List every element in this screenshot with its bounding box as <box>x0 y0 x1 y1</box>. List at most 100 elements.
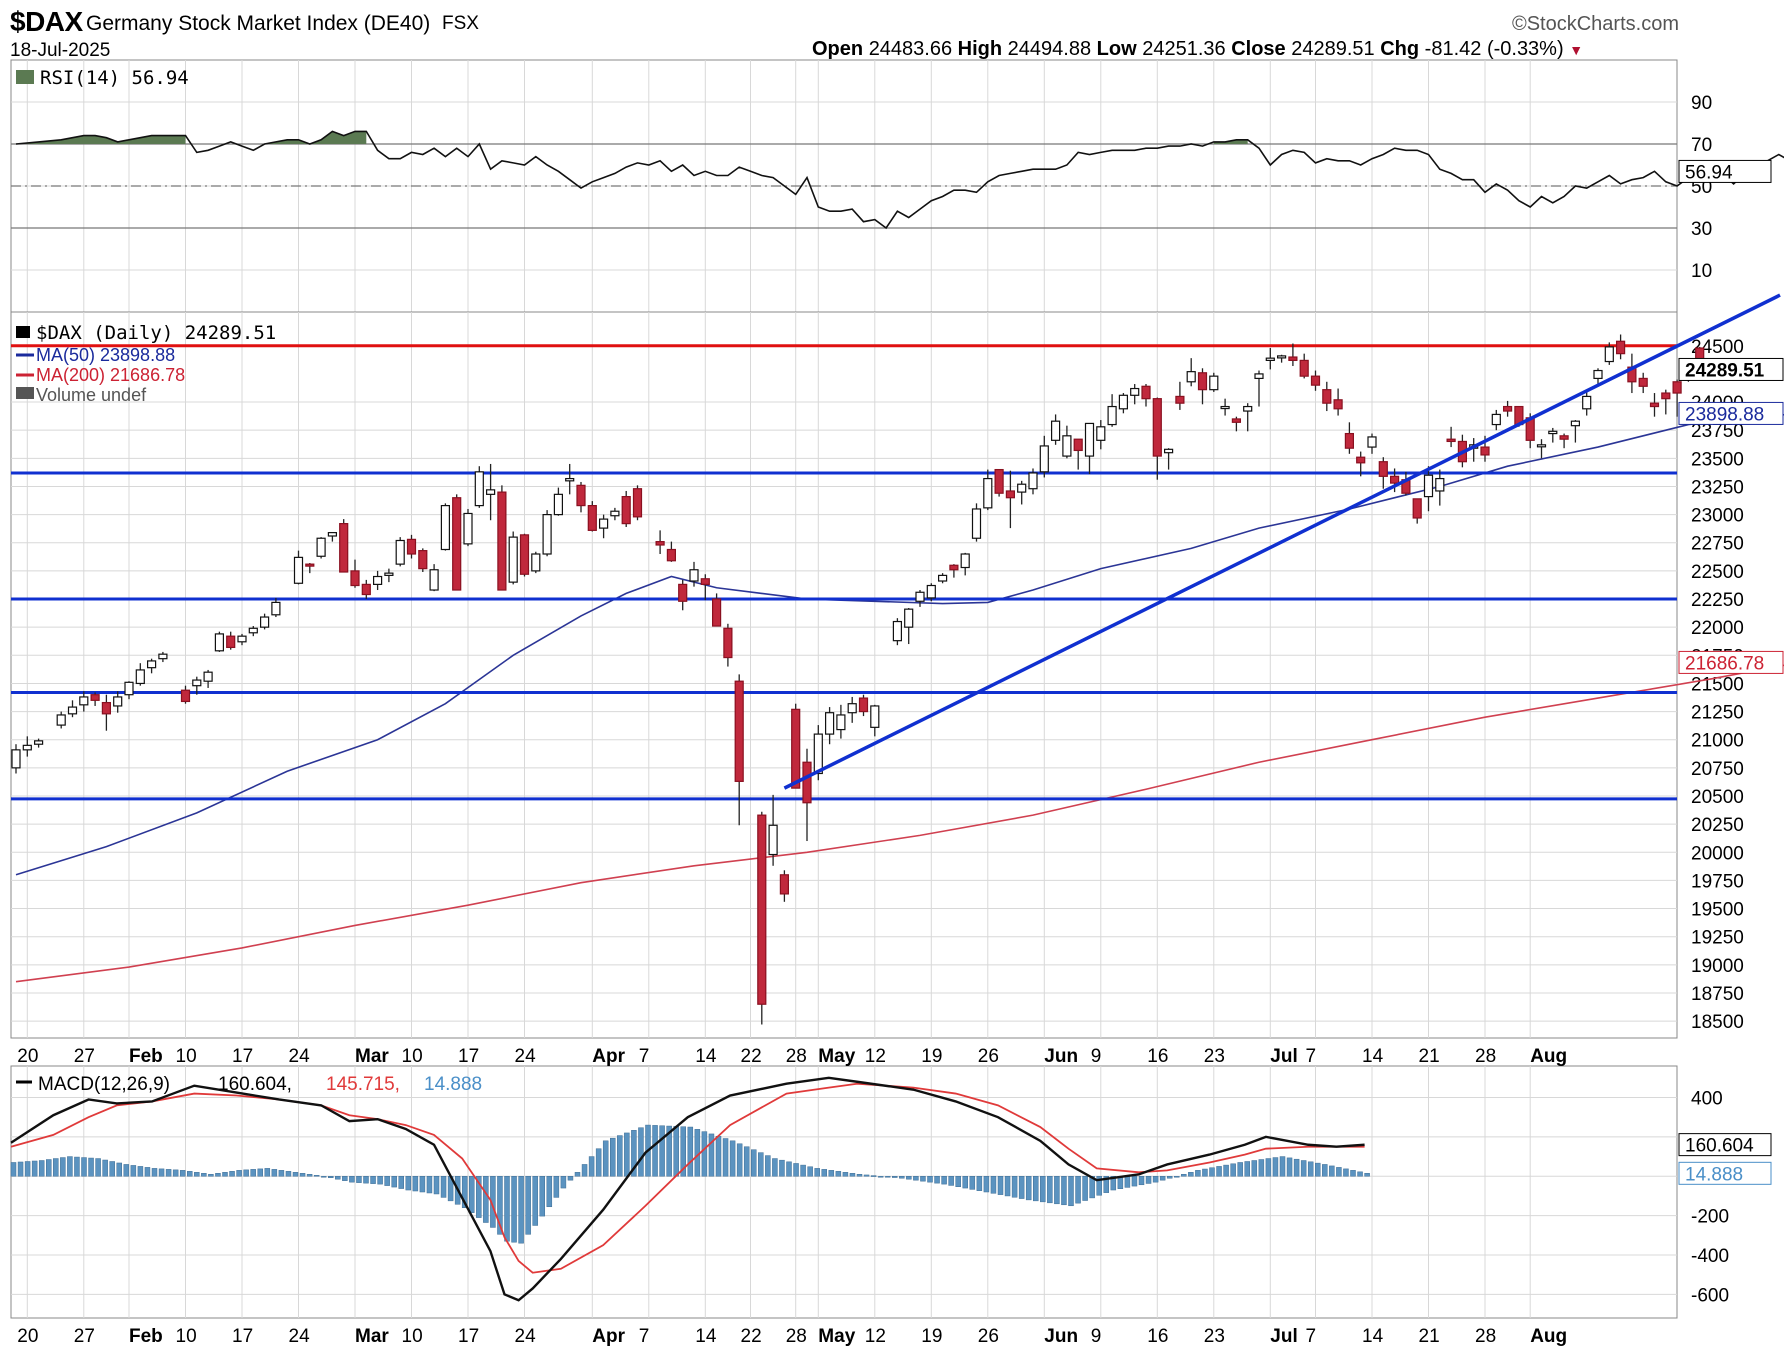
price-date-label: 23 <box>1204 1046 1225 1067</box>
candle-body <box>1220 405 1230 410</box>
rsi-tick-label: 10 <box>1691 261 1712 282</box>
price-date-label: 21 <box>1419 1046 1440 1067</box>
candle-body <box>474 471 484 507</box>
down-arrow-icon: ▼ <box>1569 42 1584 58</box>
candle-body <box>1446 438 1456 443</box>
candle-body <box>1152 398 1162 457</box>
macd-histogram-bar <box>306 1174 313 1177</box>
macd-histogram-bar <box>553 1176 560 1198</box>
candle-body <box>158 653 168 660</box>
candle-body <box>1559 435 1569 440</box>
macd-histogram-bar <box>1159 1176 1166 1181</box>
candle-body <box>1389 475 1400 484</box>
macd-histogram-bar <box>320 1176 327 1178</box>
open-label: Open <box>812 38 864 60</box>
macd-histogram-bar <box>38 1160 45 1177</box>
candle-body <box>1356 456 1366 464</box>
macd-histogram-bar <box>1096 1176 1102 1196</box>
macd-date-label: Feb <box>129 1326 163 1347</box>
price-tick-label: 22750 <box>1691 534 1744 555</box>
candle-body <box>565 477 575 482</box>
macd-histogram-bar <box>144 1167 151 1177</box>
macd-histogram-bar <box>849 1173 856 1177</box>
macd-histogram-bar <box>877 1176 884 1178</box>
macd-histogram-bar <box>123 1164 130 1177</box>
macd-histogram-bar <box>116 1162 122 1177</box>
candle-body <box>1333 399 1343 410</box>
macd-histogram-bar <box>236 1170 242 1177</box>
macd-histogram-bar <box>335 1176 341 1180</box>
macd-histogram-bar <box>1018 1176 1025 1199</box>
macd-histogram-bar <box>476 1176 482 1218</box>
macd-histogram-bar <box>899 1176 905 1179</box>
macd-histogram-bar <box>743 1146 750 1177</box>
candle-body <box>723 627 733 659</box>
macd-date-label: 27 <box>74 1326 95 1347</box>
candle-body <box>1005 490 1016 499</box>
macd-histogram-bar <box>722 1138 729 1177</box>
macd-histogram-bar <box>342 1176 348 1181</box>
macd-histogram-bar <box>708 1133 715 1177</box>
stockcharts-watermark[interactable]: ©StockCharts.com <box>1511 13 1679 35</box>
macd-date-label: Aug <box>1530 1326 1567 1347</box>
candle-body <box>598 518 609 529</box>
high-value: 24494.88 <box>1007 38 1092 60</box>
macd-histogram-bar <box>1089 1176 1095 1199</box>
price-date-label: 9 <box>1091 1046 1102 1067</box>
macd-histogram-bar <box>631 1130 637 1177</box>
candle-body <box>1593 369 1603 380</box>
macd-histogram-bar <box>884 1176 891 1178</box>
candle-body <box>260 616 270 628</box>
macd-histogram-bar <box>1307 1161 1314 1177</box>
chart-date: 18-Jul-2025 <box>10 40 111 61</box>
price-date-label: 17 <box>458 1046 479 1067</box>
macd-date-label: 24 <box>289 1326 311 1347</box>
candle-body <box>1536 444 1547 448</box>
macd-histogram-bar <box>1124 1176 1131 1188</box>
macd-histogram-bar <box>680 1126 686 1177</box>
price-tick-label: 20250 <box>1691 815 1744 836</box>
candle-body <box>192 679 202 687</box>
candle-body <box>90 694 100 701</box>
macd-date-label: Jun <box>1044 1326 1078 1347</box>
macd-histogram-bar <box>95 1158 101 1177</box>
macd-histogram-bar <box>405 1176 412 1191</box>
candle-body <box>791 708 801 789</box>
candle-body <box>429 569 439 591</box>
macd-histogram-bar <box>983 1176 990 1193</box>
price-date-label: May <box>818 1046 855 1067</box>
ma200-legend: MA(200) 21686.78 <box>36 365 185 385</box>
candle-body <box>452 497 462 591</box>
price-tag-box <box>1678 357 1784 381</box>
candle-body <box>11 749 21 769</box>
macd-histogram-bar <box>74 1156 80 1177</box>
macd-histogram-bar <box>666 1125 672 1177</box>
macd-histogram-bar <box>426 1176 433 1194</box>
candle-body <box>1130 387 1140 396</box>
macd-histogram-bar <box>215 1173 221 1177</box>
macd-histogram-bar <box>363 1176 369 1184</box>
macd-histogram-bar <box>349 1176 355 1183</box>
price-tick-label: 20000 <box>1691 843 1744 864</box>
macd-histogram-bar <box>560 1176 567 1189</box>
macd-date-label: 16 <box>1147 1326 1168 1347</box>
macd-histogram-bar <box>1343 1168 1349 1177</box>
macd-histogram-bar <box>151 1168 158 1177</box>
macd-date-label: 14 <box>1362 1326 1384 1347</box>
macd-histogram-bar <box>1181 1174 1187 1177</box>
macd-date-label: Apr <box>592 1326 625 1347</box>
macd-histogram-bar <box>814 1168 820 1177</box>
candle-body <box>847 703 857 714</box>
candle-body <box>1288 356 1298 361</box>
macd-histogram-bar <box>772 1158 778 1177</box>
macd-tick-label: -400 <box>1691 1246 1729 1267</box>
price-tick-label: 23000 <box>1691 506 1744 527</box>
macd-histogram-bar <box>60 1157 66 1177</box>
macd-histogram-bar <box>1103 1176 1109 1193</box>
candle-body <box>632 488 643 518</box>
macd-histogram-bar <box>1265 1158 1272 1177</box>
candle-body <box>711 598 722 627</box>
macd-histogram-bar <box>398 1176 404 1189</box>
macd-histogram-bar <box>1152 1176 1159 1183</box>
